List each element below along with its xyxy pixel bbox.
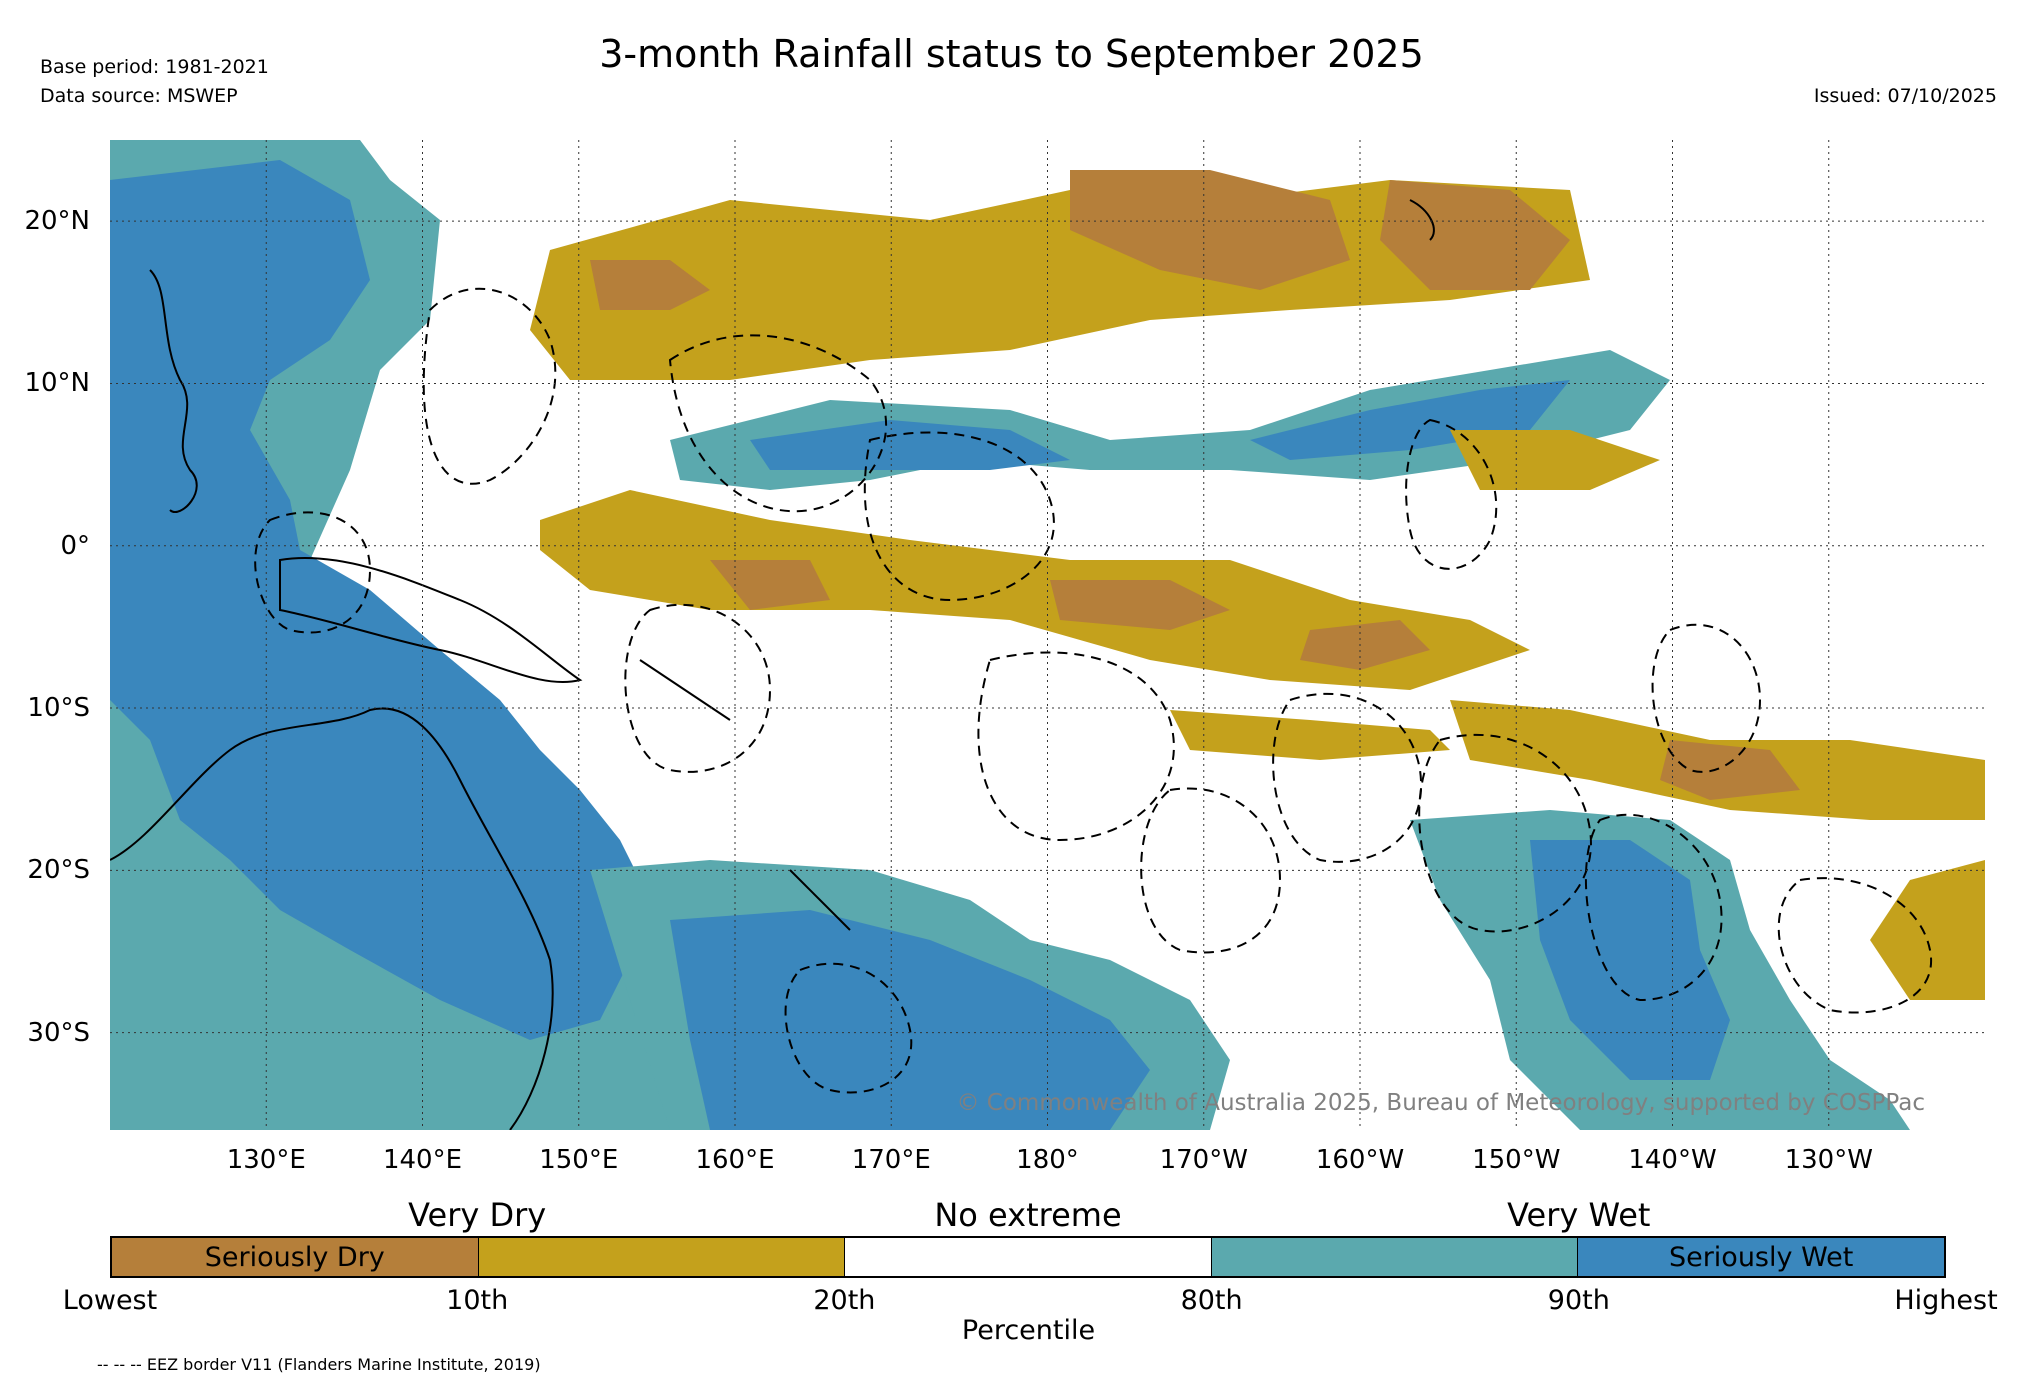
- very-dry-region: [1170, 710, 1450, 760]
- latitude-label: 20°N: [24, 206, 90, 237]
- longitude-label: 140°E: [382, 1145, 463, 1175]
- eez-border: [1272, 692, 1423, 863]
- colorbar-segment: [845, 1238, 1212, 1276]
- latitude-label: 30°S: [27, 1017, 90, 1048]
- colorbar-segment: [478, 1238, 846, 1276]
- eez-border: [1777, 877, 1933, 1014]
- eez-border: [1405, 418, 1498, 570]
- eez-border: [668, 334, 888, 513]
- seriously-dry-region: [1660, 740, 1800, 800]
- seriously-dry-region: [1380, 180, 1570, 290]
- very-dry-region: [1450, 430, 1660, 490]
- colorbar-tick-label: 10th: [446, 1285, 509, 1316]
- coastlines: [110, 199, 1435, 1130]
- latitude-label: 20°S: [27, 855, 90, 886]
- very-dry-region: [540, 490, 1530, 690]
- longitude-label: 130°E: [226, 1145, 306, 1175]
- seriously-wet-region: [670, 910, 1150, 1130]
- longitude-label: 160°E: [695, 1145, 775, 1175]
- longitude-label: 140°W: [1628, 1145, 1717, 1175]
- longitude-label: 180°: [1016, 1145, 1079, 1175]
- longitude-label: 150°W: [1472, 1145, 1561, 1175]
- longitude-label: 170°E: [851, 1145, 931, 1175]
- eez-border: [1651, 623, 1762, 773]
- eez-border: [624, 603, 772, 773]
- rainfall-regions: [110, 140, 1985, 1130]
- coastline-new-guinea: [279, 557, 583, 683]
- seriously-dry-region: [1050, 580, 1230, 630]
- longitude-label: 170°W: [1159, 1145, 1248, 1175]
- coastline-new-caledonia: [789, 869, 851, 931]
- seriously-wet-region: [1250, 380, 1570, 460]
- data-source-text: Data source: MSWEP: [40, 85, 238, 107]
- coastline-solomon: [639, 659, 731, 721]
- very-dry-region: [1870, 860, 1985, 1000]
- chart-title: 3-month Rainfall status to September 202…: [599, 32, 1424, 76]
- rainfall-map-svg: [110, 140, 1985, 1130]
- seriously-wet-region: [750, 420, 1070, 470]
- eez-borders: [254, 287, 1933, 1094]
- seriously-wet-region: [1530, 840, 1730, 1080]
- seriously-dry-region: [1300, 620, 1430, 670]
- colorbar-segment: Seriously Dry: [112, 1238, 479, 1276]
- issued-date: Issued: 07/10/2025: [1813, 85, 1997, 107]
- base-period-text: Base period: 1981-2021: [40, 56, 269, 78]
- eez-border: [784, 962, 913, 1094]
- eez-border-note: -- -- -- EEZ border V11 (Flanders Marine…: [97, 1355, 541, 1374]
- colorbar-segment: Seriously Wet: [1578, 1238, 1944, 1276]
- colorbar-tick-label: Lowest: [62, 1285, 158, 1316]
- legend-category-label: No extreme: [934, 1196, 1122, 1234]
- coastline-philippines: [149, 269, 198, 513]
- seriously-wet-region: [110, 160, 650, 1040]
- legend-category-label: Very Wet: [1507, 1196, 1651, 1234]
- longitude-label: 160°W: [1315, 1145, 1405, 1175]
- eez-border: [1140, 787, 1282, 954]
- seriously-dry-region: [590, 260, 710, 310]
- eez-border: [977, 651, 1175, 842]
- latitude-label: 10°S: [27, 693, 90, 724]
- rainfall-map: [110, 140, 1985, 1130]
- eez-border: [422, 287, 557, 485]
- colorbar-axis-label: Percentile: [961, 1315, 1096, 1346]
- colorbar-tick-label: 80th: [1180, 1285, 1243, 1316]
- coastline-hawaii: [1409, 199, 1435, 241]
- colorbar-tick-label: 20th: [813, 1285, 876, 1316]
- map-gridlines: [110, 140, 1985, 1130]
- colorbar-tick-label: Highest: [1894, 1285, 1998, 1316]
- seriously-dry-region: [1070, 170, 1350, 290]
- copyright-notice: © Commonwealth of Australia 2025, Bureau…: [956, 1090, 1925, 1116]
- percentile-colorbar: Seriously Dry Seriously Wet: [110, 1236, 1946, 1278]
- longitude-label: 130°W: [1784, 1145, 1873, 1175]
- eez-border: [254, 511, 372, 634]
- longitude-label: 150°E: [539, 1145, 619, 1175]
- seriously-dry-region: [710, 560, 830, 610]
- latitude-label: 10°N: [24, 368, 90, 399]
- coastline-australia: [110, 707, 554, 1130]
- legend-category-label: Very Dry: [408, 1196, 547, 1234]
- latitude-label: 0°: [60, 530, 90, 561]
- eez-border: [863, 431, 1055, 602]
- colorbar-segment: [1211, 1238, 1579, 1276]
- eez-border: [1418, 733, 1592, 933]
- colorbar-tick-label: 90th: [1547, 1285, 1610, 1316]
